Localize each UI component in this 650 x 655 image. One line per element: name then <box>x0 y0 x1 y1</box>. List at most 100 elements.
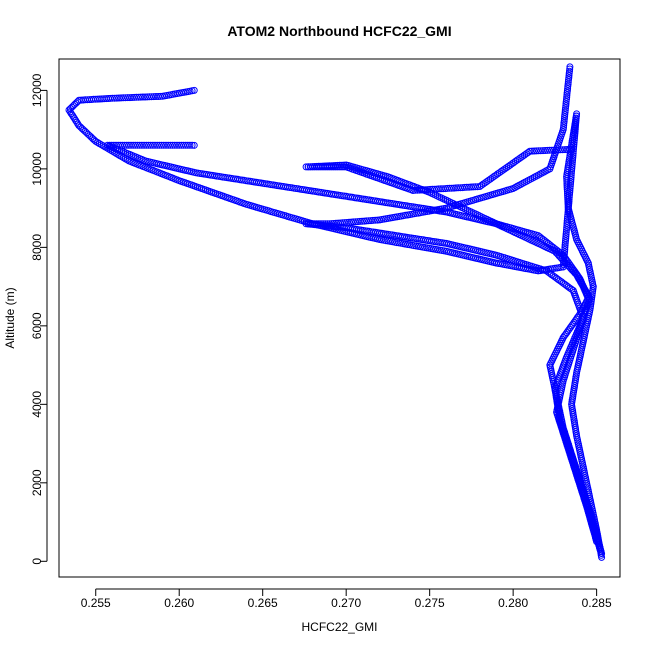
data-point <box>330 220 338 227</box>
data-point <box>564 80 572 88</box>
data-point <box>568 160 576 168</box>
data-point <box>115 94 123 102</box>
data-point <box>528 147 536 155</box>
data-point <box>564 85 572 92</box>
data-point <box>560 115 568 123</box>
data-point <box>571 123 579 131</box>
data-point <box>142 141 150 149</box>
data-point <box>566 184 574 192</box>
data-point <box>567 180 574 188</box>
data-point <box>563 91 571 99</box>
data-point <box>568 165 576 173</box>
data-point <box>158 141 166 149</box>
data-point <box>560 121 568 129</box>
data-point <box>356 217 364 225</box>
data-point <box>143 93 151 101</box>
x-tick-label: 0.255 <box>81 596 111 610</box>
data-point <box>352 218 360 226</box>
data-point <box>563 219 571 227</box>
data-point <box>156 92 164 100</box>
data-point <box>562 232 570 240</box>
data-point <box>563 87 571 95</box>
data-point <box>569 156 577 164</box>
data-point <box>568 167 576 175</box>
data-point <box>562 228 570 236</box>
data-point <box>454 184 462 192</box>
data-point <box>537 147 545 155</box>
data-point <box>137 93 145 101</box>
data-point <box>563 215 571 223</box>
data-point <box>564 78 572 86</box>
data-point <box>450 184 458 192</box>
data-point <box>138 141 146 149</box>
data-point <box>571 134 578 142</box>
data-point <box>579 282 587 290</box>
data-point <box>411 186 419 194</box>
data-point <box>572 119 580 127</box>
data-point <box>563 217 571 225</box>
data-point <box>426 185 434 193</box>
data-point <box>572 121 580 129</box>
y-tick-label: 0 <box>30 558 44 565</box>
data-point <box>569 149 577 157</box>
data-point <box>565 202 573 210</box>
data-point <box>135 93 143 101</box>
data-point <box>565 197 573 205</box>
data-point <box>563 146 571 153</box>
data-point <box>148 93 156 101</box>
data-point <box>564 213 572 221</box>
series-flight-track-4 <box>302 63 601 546</box>
data-point <box>339 219 346 227</box>
data-point <box>566 191 573 199</box>
data-point <box>128 94 136 101</box>
data-point <box>126 94 134 102</box>
data-point <box>358 217 366 225</box>
data-point <box>567 176 575 183</box>
data-point <box>73 118 81 126</box>
data-point <box>139 93 147 101</box>
data-point <box>371 216 379 224</box>
series-flight-track-2 <box>103 141 606 557</box>
data-point <box>131 141 139 149</box>
data-point <box>146 93 153 101</box>
data-point <box>349 218 357 226</box>
data-point <box>564 208 572 216</box>
data-point <box>443 184 451 192</box>
data-point <box>75 122 83 130</box>
data-point <box>567 178 575 186</box>
data-point <box>569 152 577 159</box>
data-point <box>124 94 132 102</box>
data-point <box>532 147 540 155</box>
data-point <box>565 74 573 82</box>
data-point <box>562 237 569 245</box>
x-axis: 0.255 0.260 0.265 0.270 0.275 0.280 0.285 <box>81 588 612 610</box>
data-point <box>535 147 543 155</box>
data-point <box>536 233 544 241</box>
data-point <box>572 117 580 124</box>
data-point <box>565 193 573 201</box>
data-point <box>130 93 138 101</box>
data-point <box>431 185 438 193</box>
x-tick-label: 0.270 <box>331 596 361 610</box>
data-point <box>122 94 129 102</box>
data-point <box>343 219 351 226</box>
data-point <box>152 93 160 100</box>
data-point <box>415 186 423 194</box>
data-point <box>448 184 456 192</box>
data-point <box>561 106 569 114</box>
data-point <box>560 124 567 131</box>
data-point <box>420 186 428 194</box>
data-point <box>572 112 580 120</box>
data-point <box>334 219 342 227</box>
data-point <box>569 154 577 162</box>
data-point <box>544 268 552 276</box>
data-point <box>132 93 140 101</box>
data-point <box>365 217 373 225</box>
data-point <box>164 141 172 149</box>
data-point <box>169 141 177 149</box>
data-points-layer <box>65 63 606 561</box>
data-point <box>572 114 580 122</box>
data-point <box>72 117 80 124</box>
x-tick-label: 0.260 <box>164 596 194 610</box>
